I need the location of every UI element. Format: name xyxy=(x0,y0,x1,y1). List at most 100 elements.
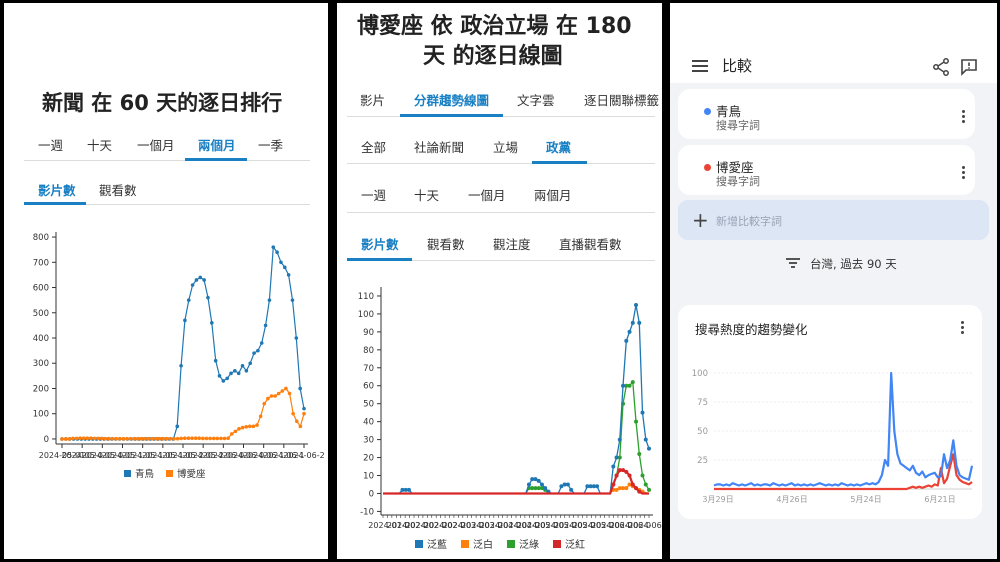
term-subtitle: 搜尋字詞 xyxy=(716,175,760,188)
tab-videos[interactable]: 影片 xyxy=(360,93,386,108)
data-point xyxy=(219,436,223,441)
data-point xyxy=(244,425,249,429)
data-point xyxy=(530,486,535,491)
data-point xyxy=(614,473,619,478)
add-term-button[interactable]: + 新增比較字詞 xyxy=(678,200,989,240)
tab-metric-videos[interactable]: 影片數 xyxy=(361,237,399,252)
data-point xyxy=(183,436,187,440)
more-vert-icon[interactable] xyxy=(962,110,966,126)
y-tick-label: 600 xyxy=(33,284,49,294)
feedback-icon[interactable] xyxy=(960,58,978,76)
term-card-qingniao[interactable]: 青鳥 搜尋字詞 xyxy=(678,89,975,139)
data-point xyxy=(213,358,218,363)
panel-search-compare: 比較 青鳥 搜尋字詞 博愛座 搜尋字詞 + 新增比 xyxy=(670,3,997,559)
menu-icon[interactable] xyxy=(692,60,708,72)
data-point xyxy=(128,436,133,441)
data-point xyxy=(107,436,111,441)
y-tick-label: 200 xyxy=(33,384,49,394)
tab-metric-views[interactable]: 觀看數 xyxy=(99,183,137,198)
data-point xyxy=(168,436,173,441)
data-point xyxy=(624,383,629,388)
x-tick-label: 2024-05-0 xyxy=(82,451,123,460)
data-point xyxy=(194,278,199,282)
series-color-dot xyxy=(704,164,711,171)
tab-period-week[interactable]: 一週 xyxy=(38,138,64,153)
more-vert-icon[interactable] xyxy=(962,166,966,182)
tab-group-editorial[interactable]: 社論新聞 xyxy=(414,140,465,155)
data-point xyxy=(190,283,195,287)
data-point xyxy=(251,424,256,429)
more-vert-icon[interactable] xyxy=(961,321,965,337)
data-point xyxy=(236,371,241,376)
filter-icon[interactable] xyxy=(786,258,800,268)
data-point xyxy=(114,436,118,441)
active-tab-indicator xyxy=(185,158,247,161)
tab-group-trend[interactable]: 分群趨勢線圖 xyxy=(414,93,490,108)
y-tick-label: 100 xyxy=(33,410,49,420)
y-tick-label: 20 xyxy=(363,454,374,464)
y-tick-label: 40 xyxy=(363,418,374,428)
tab-period-ten-days[interactable]: 十天 xyxy=(87,138,113,153)
tab-group-party[interactable]: 政黨 xyxy=(546,140,572,155)
x-tick-label: 5月24日 xyxy=(850,495,881,504)
tab-period-two-months[interactable]: 兩個月 xyxy=(198,138,236,153)
data-point xyxy=(210,321,214,325)
tab-period-month[interactable]: 一個月 xyxy=(468,188,506,203)
y-tick-label: 50 xyxy=(697,427,708,437)
x-tick-label: 2024-02-0 xyxy=(405,521,446,530)
tab-group-all[interactable]: 全部 xyxy=(361,140,387,155)
data-point xyxy=(67,437,72,441)
active-metric-indicator xyxy=(347,258,412,261)
data-point xyxy=(262,401,267,406)
data-point xyxy=(81,436,86,440)
series-line xyxy=(383,483,650,495)
data-point xyxy=(290,298,295,302)
tab-period-week[interactable]: 一週 xyxy=(361,188,387,203)
data-point xyxy=(225,376,229,381)
data-point xyxy=(164,436,169,441)
data-point xyxy=(179,363,183,368)
data-point xyxy=(634,419,639,424)
data-point xyxy=(175,436,180,441)
term-card-boaizuo[interactable]: 博愛座 搜尋字詞 xyxy=(678,145,975,195)
tab-metric-live-views[interactable]: 直播觀看數 xyxy=(559,237,622,252)
data-point xyxy=(621,468,626,473)
x-tick-label: 2024-04-0 xyxy=(498,521,539,530)
tab-period-two-months[interactable]: 兩個月 xyxy=(534,188,572,203)
data-point xyxy=(252,351,256,355)
x-tick-label: 2024-03-0 xyxy=(461,521,502,530)
data-point xyxy=(157,436,162,441)
y-tick-label: 80 xyxy=(363,346,374,356)
x-tick-label: 2024-03-0 xyxy=(443,521,484,530)
share-icon[interactable] xyxy=(932,58,950,76)
data-point xyxy=(627,473,632,478)
tab-metric-videos[interactable]: 影片數 xyxy=(38,183,76,198)
tab-period-season[interactable]: 一季 xyxy=(258,138,284,153)
data-point xyxy=(132,436,137,441)
data-point xyxy=(110,436,115,441)
y-tick-label: 90 xyxy=(363,328,374,338)
tab-metric-attention[interactable]: 觀注度 xyxy=(493,237,531,252)
filter-text[interactable]: 台灣, 過去 90 天 xyxy=(810,257,897,271)
data-point xyxy=(634,302,639,307)
active-view-indicator xyxy=(400,114,503,117)
data-point xyxy=(197,436,202,440)
tab-word-cloud[interactable]: 文字雲 xyxy=(517,93,555,108)
data-point xyxy=(136,436,140,441)
data-point xyxy=(183,318,187,323)
data-point xyxy=(193,436,198,440)
data-point xyxy=(565,482,570,487)
tab-period-ten-days[interactable]: 十天 xyxy=(414,188,440,203)
tab-daily-tags[interactable]: 逐日關聯標籤 xyxy=(584,93,660,108)
tab-metric-views[interactable]: 觀看數 xyxy=(427,237,465,252)
y-tick-label: 30 xyxy=(363,436,374,446)
data-point xyxy=(621,486,626,491)
data-point xyxy=(202,278,206,282)
data-point xyxy=(161,436,165,441)
tab-group-stance[interactable]: 立場 xyxy=(493,140,519,155)
tab-period-month[interactable]: 一個月 xyxy=(137,138,175,153)
data-point xyxy=(634,486,639,491)
legend-label: 泛白 xyxy=(473,538,493,551)
data-point xyxy=(291,411,295,416)
data-point xyxy=(533,477,538,482)
